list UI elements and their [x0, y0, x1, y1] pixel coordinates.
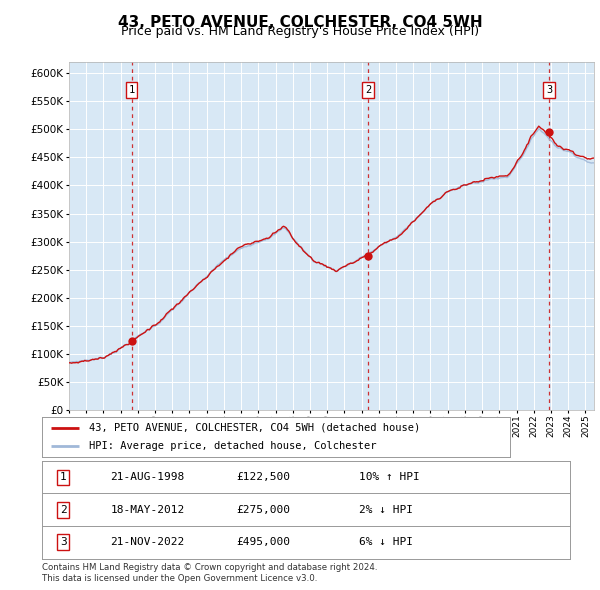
Text: 3: 3: [546, 85, 552, 95]
Text: 43, PETO AVENUE, COLCHESTER, CO4 5WH: 43, PETO AVENUE, COLCHESTER, CO4 5WH: [118, 15, 482, 30]
Text: £275,000: £275,000: [237, 505, 291, 514]
Text: 1: 1: [128, 85, 135, 95]
Text: 1: 1: [60, 473, 67, 482]
Text: 10% ↑ HPI: 10% ↑ HPI: [359, 473, 419, 482]
Text: 18-MAY-2012: 18-MAY-2012: [110, 505, 185, 514]
Text: 2% ↓ HPI: 2% ↓ HPI: [359, 505, 413, 514]
Text: 43, PETO AVENUE, COLCHESTER, CO4 5WH (detached house): 43, PETO AVENUE, COLCHESTER, CO4 5WH (de…: [89, 423, 420, 433]
Text: 21-NOV-2022: 21-NOV-2022: [110, 537, 185, 547]
Text: 2: 2: [60, 505, 67, 514]
Text: HPI: Average price, detached house, Colchester: HPI: Average price, detached house, Colc…: [89, 441, 376, 451]
Text: Price paid vs. HM Land Registry's House Price Index (HPI): Price paid vs. HM Land Registry's House …: [121, 25, 479, 38]
Text: Contains HM Land Registry data © Crown copyright and database right 2024.
This d: Contains HM Land Registry data © Crown c…: [42, 563, 377, 583]
Text: 2: 2: [365, 85, 371, 95]
Text: 21-AUG-1998: 21-AUG-1998: [110, 473, 185, 482]
Text: £495,000: £495,000: [237, 537, 291, 547]
Text: 6% ↓ HPI: 6% ↓ HPI: [359, 537, 413, 547]
Text: £122,500: £122,500: [237, 473, 291, 482]
Text: 3: 3: [60, 537, 67, 547]
